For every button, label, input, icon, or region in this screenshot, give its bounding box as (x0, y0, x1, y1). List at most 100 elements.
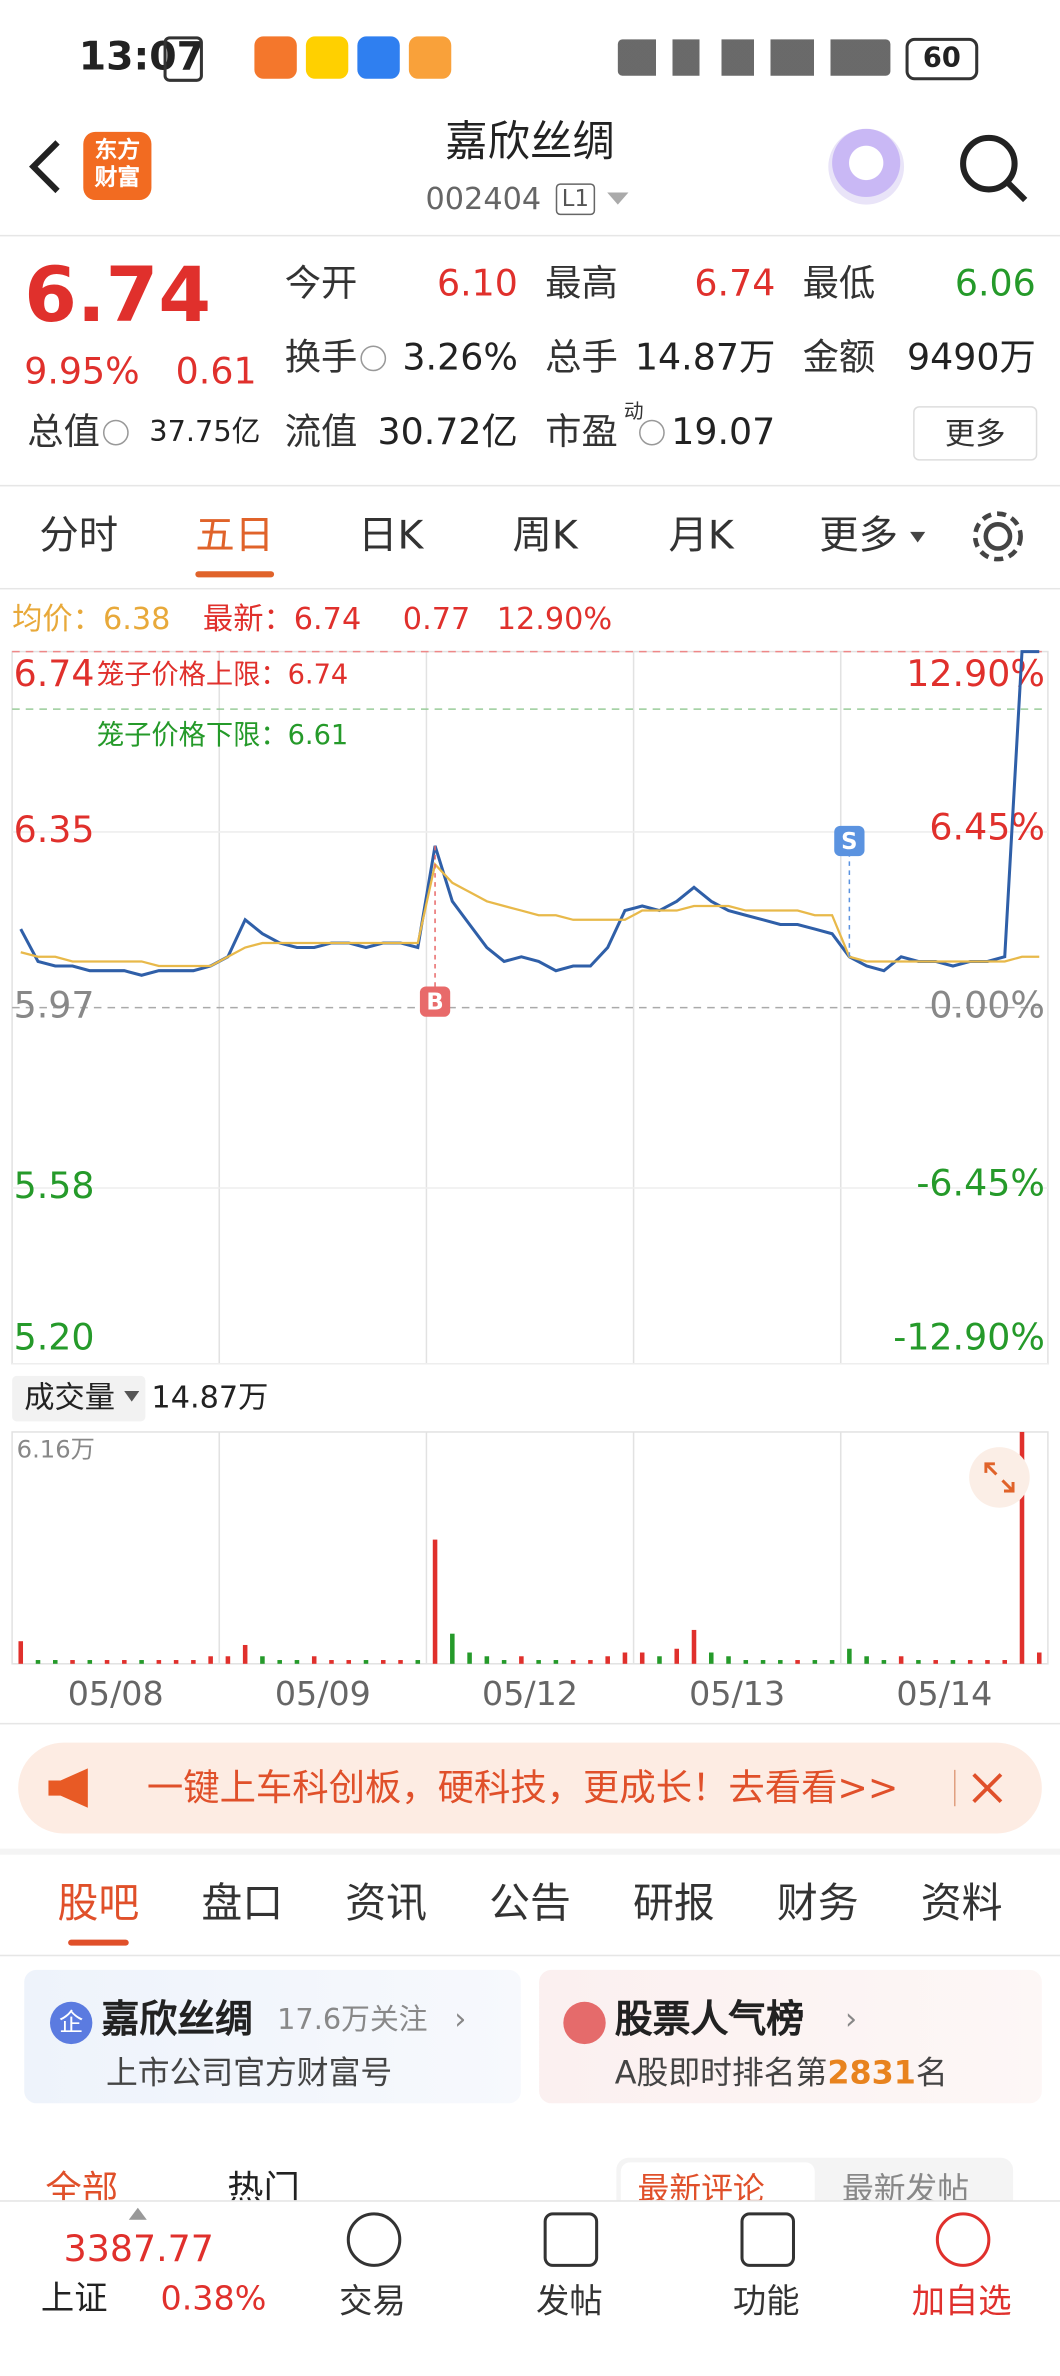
bottom-nav (0, 2200, 1060, 2376)
x-tick-label: 05/14 (896, 1674, 992, 1713)
nav-label[interactable]: 发帖 (536, 2283, 603, 2322)
x-tick-label: 05/08 (68, 1674, 164, 1713)
tab-underline (195, 571, 275, 578)
volume-bar (795, 1660, 800, 1664)
rank-text: A股即时排名第 (614, 2054, 828, 2092)
nav-label[interactable]: 交易 (339, 2283, 406, 2322)
field-value: 3.26% (402, 336, 518, 379)
volume-bar (467, 1652, 472, 1664)
divider (0, 234, 1060, 237)
section-tab[interactable]: 公告 (489, 1880, 571, 1928)
back-button[interactable] (21, 136, 66, 197)
divider (0, 484, 1060, 487)
section-tab[interactable]: 研报 (632, 1880, 715, 1928)
chart-tab[interactable]: 五日 (195, 513, 275, 560)
volume-bar (898, 1656, 904, 1664)
volume-frame (11, 1431, 1049, 1665)
section-tab[interactable]: 盘口 (201, 1880, 284, 1928)
field-value: 37.75亿 (149, 414, 261, 448)
assistant-icon[interactable] (828, 128, 905, 205)
field-value: 6.74 (694, 262, 776, 305)
index-change: 0.38% (160, 2280, 267, 2319)
volume-bar (864, 1656, 869, 1664)
field-label: 市盈 (545, 410, 618, 454)
banner-text: 一键上车科创板，硬科技，更成长！去看看>> (146, 1766, 899, 1810)
volume-bar (225, 1656, 231, 1664)
info-icon (639, 419, 665, 446)
divider (0, 1848, 1060, 1855)
volume-bar (277, 1660, 282, 1664)
volume-bar (847, 1648, 852, 1664)
volume-bar (829, 1660, 835, 1664)
chart-tab[interactable]: 更多 (819, 513, 898, 560)
rank-card[interactable] (539, 1969, 1042, 2104)
nav-label[interactable]: 功能 (732, 2283, 800, 2322)
volume-selector[interactable] (12, 1375, 146, 1422)
company-card[interactable] (24, 1969, 521, 2104)
search-button[interactable] (954, 129, 1033, 208)
volume-bar (415, 1660, 421, 1664)
close-banner[interactable] (971, 1771, 1004, 1804)
expand-icon (984, 1462, 1015, 1493)
nav-label[interactable]: 加自选 (911, 2283, 1012, 2322)
settings-button[interactable] (971, 509, 1026, 564)
status-icon (163, 36, 203, 82)
index-value[interactable]: 3387.77 (63, 2227, 214, 2270)
nav-icon[interactable] (543, 2212, 599, 2267)
chart: 6.74 6.35 5.97 5.58 5.20 12.90% 6.45% 0.00% -6.4… (11, 650, 1049, 1713)
latest-change-pct: 12.90% (496, 600, 613, 637)
section-tab[interactable]: 资料 (920, 1880, 1003, 1928)
battery: 60 (905, 37, 979, 81)
volume-bar (760, 1660, 766, 1664)
marker-label: B (426, 990, 443, 1016)
volume-bar (691, 1629, 697, 1664)
badge-icon: 企 (49, 2001, 93, 2045)
chart-tab[interactable]: 周K (512, 513, 578, 560)
card-subtitle: A股即时排名第2831名 (614, 2054, 948, 2092)
volume-label: 成交量 (24, 1378, 116, 1416)
field-label: 换手 (284, 336, 358, 379)
dropdown-icon (910, 531, 926, 543)
megaphone-icon (48, 1768, 88, 1808)
field-value: 6.06 (954, 262, 1036, 305)
avg-price: 均价：6.38 (12, 600, 171, 637)
chart-tab[interactable]: 月K (668, 513, 734, 560)
volume-bar (311, 1656, 317, 1664)
volume-bar (967, 1660, 973, 1664)
dropdown-icon[interactable] (606, 191, 630, 206)
chart-tab[interactable]: 日K (358, 513, 424, 560)
nav-icon[interactable] (346, 2212, 402, 2267)
divider (0, 1954, 1060, 1957)
change: 0.61 (175, 350, 257, 393)
volume-bar (35, 1660, 41, 1664)
info-icon (102, 419, 129, 446)
logo-line: 财富 (94, 163, 141, 191)
field-sup: 动 (623, 401, 644, 425)
volume-bar (933, 1660, 938, 1664)
expand-button[interactable] (969, 1447, 1030, 1508)
banner[interactable] (18, 1742, 1042, 1834)
volume-bar (363, 1660, 369, 1664)
x-tick-label: 05/12 (482, 1674, 578, 1713)
y2-tick-label: -12.90% (893, 1316, 1045, 1359)
field-value: 6.10 (436, 262, 518, 305)
chevron: › (844, 2000, 858, 2037)
status-time: 13:07 (78, 34, 205, 81)
volume-bar (484, 1656, 490, 1664)
separator (954, 1769, 956, 1807)
volume-bar (812, 1660, 818, 1664)
card-meta: 17.6万关注 (277, 2003, 428, 2037)
section-tab[interactable]: 股吧 (57, 1880, 140, 1928)
field-label: 总手 (545, 336, 618, 379)
volume-bar (605, 1656, 610, 1664)
more-button[interactable]: 更多 (913, 406, 1038, 461)
volume-bar (380, 1660, 386, 1664)
section-tab[interactable]: 财务 (776, 1880, 859, 1928)
nav-icon[interactable] (935, 2212, 991, 2267)
chart-tab[interactable]: 分时 (39, 513, 119, 560)
section-tab[interactable]: 资讯 (345, 1880, 428, 1928)
volume-bar (53, 1660, 58, 1664)
volume-bar (622, 1652, 628, 1664)
nav-icon[interactable] (740, 2212, 796, 2267)
